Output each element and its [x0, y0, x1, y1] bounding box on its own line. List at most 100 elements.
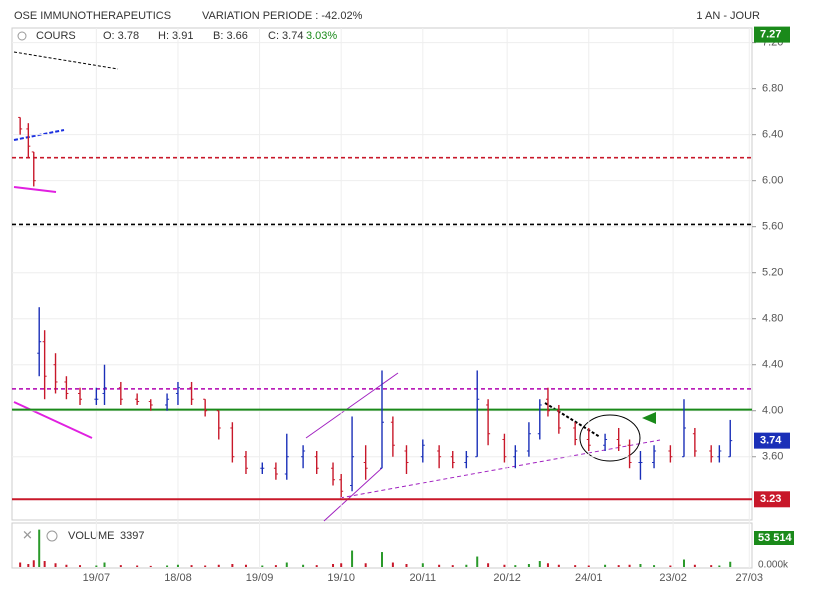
- annotation-arrow: [642, 412, 656, 424]
- volume-bar: [538, 561, 541, 567]
- volume-bar: [285, 562, 288, 567]
- volume-bar: [315, 565, 318, 567]
- volume-bar: [231, 564, 234, 567]
- volume-bar: [557, 564, 560, 567]
- period: 1 AN - JOUR: [696, 10, 760, 22]
- settings-icon[interactable]: [17, 31, 27, 41]
- volume-bar: [32, 560, 35, 567]
- volume-bar: [65, 564, 68, 567]
- volume-bar: [364, 563, 367, 567]
- volume-bar: [682, 559, 685, 567]
- volume-bar: [718, 565, 721, 567]
- volume-bar: [693, 564, 696, 567]
- level-label: 3.23: [760, 493, 781, 505]
- legend-change: 3.03%: [306, 30, 337, 42]
- volume-max-box: [754, 531, 794, 545]
- x-tick-label: 20/11: [409, 572, 436, 584]
- volume-bar: [514, 565, 517, 567]
- volume-frame: [11, 522, 753, 569]
- volume-last: 3397: [120, 530, 144, 542]
- volume-bar: [451, 565, 454, 567]
- y-tick-label: 6.00: [762, 175, 783, 187]
- volume-bar: [54, 563, 57, 567]
- volume-bar: [190, 565, 193, 567]
- x-tick-label: 20/12: [493, 572, 521, 584]
- volume-bar: [176, 564, 179, 567]
- x-tick-label: 18/08: [164, 572, 192, 584]
- volume-bar: [103, 562, 106, 567]
- volume-bar: [421, 563, 424, 567]
- y-tick-label: 4.00: [762, 405, 783, 417]
- volume-bar: [487, 563, 490, 567]
- x-tick-label: 19/07: [83, 572, 111, 584]
- volume-bar: [27, 564, 30, 567]
- trend-line: [13, 401, 93, 439]
- y-tick-label: 5.20: [762, 267, 783, 279]
- volume-bar: [332, 564, 335, 567]
- x-tick-label: 19/10: [327, 572, 355, 584]
- volume-bar: [136, 565, 139, 567]
- chart-subtitle: VARIATION PERIODE : -42.02%: [202, 10, 363, 22]
- volume-bar: [405, 564, 408, 567]
- volume-bar: [166, 565, 169, 567]
- settings-icon[interactable]: [46, 530, 58, 542]
- price-marker-label: 7.27: [760, 29, 781, 41]
- volume-bar: [546, 563, 549, 567]
- volume-bar: [465, 564, 468, 567]
- volume-bar: [710, 565, 713, 567]
- volume-bar: [381, 552, 383, 567]
- level-label-box: [754, 491, 790, 508]
- x-tick-label: 23/02: [659, 572, 687, 584]
- volume-bar: [476, 556, 479, 567]
- legend-open: O: 3.78: [103, 30, 139, 42]
- y-tick-label: 6.40: [762, 129, 783, 141]
- legend-low: B: 3.66: [213, 30, 248, 42]
- volume-bar: [79, 565, 82, 567]
- trend-line: [13, 51, 119, 70]
- volume-bar: [204, 565, 207, 567]
- annotation-circle: [579, 414, 641, 462]
- volume-bar: [653, 565, 656, 567]
- volume-bar: [302, 564, 305, 567]
- volume-bar: [244, 564, 247, 567]
- price-marker-label: 3.74: [760, 435, 782, 447]
- volume-bar: [628, 564, 631, 567]
- y-tick-label: 4.80: [762, 313, 783, 325]
- volume-name: VOLUME: [68, 530, 114, 542]
- price-frame: [11, 27, 753, 521]
- volume-bar: [38, 529, 41, 567]
- y-tick-label: 6.80: [762, 83, 783, 95]
- trend-line: [339, 439, 661, 499]
- volume-tick-label: 53 514: [758, 532, 793, 544]
- volume-bar: [604, 564, 607, 567]
- volume-bar: [639, 564, 642, 567]
- volume-bar: [340, 563, 343, 567]
- legend-name: COURS: [36, 30, 76, 42]
- volume-bar: [587, 565, 590, 567]
- legend-high: H: 3.91: [158, 30, 193, 42]
- volume-bar: [261, 565, 264, 567]
- x-tick-label: 24/01: [575, 572, 603, 584]
- volume-bar: [149, 565, 152, 567]
- volume-bar: [617, 565, 620, 567]
- price-marker: [754, 432, 790, 449]
- y-tick-label: 4.40: [762, 359, 783, 371]
- volume-bar: [95, 565, 98, 567]
- legend-close: C: 3.74: [268, 30, 303, 42]
- close-icon[interactable]: ✕: [22, 527, 33, 542]
- volume-bar: [119, 565, 122, 567]
- trend-line: [13, 186, 57, 193]
- x-tick-label: 19/09: [246, 572, 274, 584]
- volume-bar: [19, 562, 22, 567]
- y-tick-label: 5.60: [762, 221, 783, 233]
- volume-bar: [391, 562, 394, 567]
- volume-bar: [217, 564, 220, 567]
- volume-bar: [574, 565, 577, 567]
- x-tick-label: 27/03: [736, 572, 764, 584]
- volume-bar: [669, 565, 672, 567]
- chart-title: OSE IMMUNOTHERAPEUTICS: [14, 10, 171, 22]
- trend-line: [323, 467, 383, 522]
- volume-bar: [43, 561, 46, 567]
